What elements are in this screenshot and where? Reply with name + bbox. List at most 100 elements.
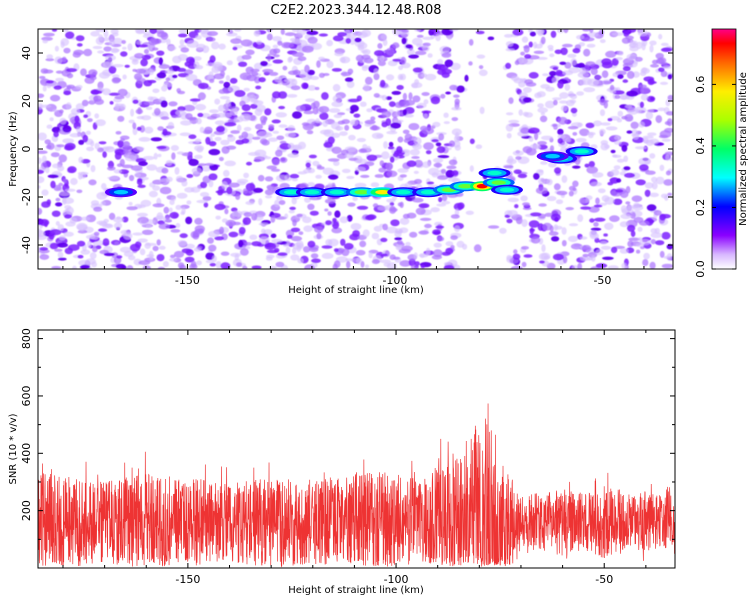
spectrogram-noise-blob [159, 178, 171, 183]
spectrogram-noise-blob [609, 89, 617, 94]
spectrogram-noise-blob [291, 178, 298, 182]
spectrogram-noise-blob [38, 234, 47, 240]
colorbar-tick-label: 0.0 [694, 260, 707, 278]
spectrogram-noise-blob [278, 200, 286, 205]
spectrogram-noise-blob [209, 55, 216, 63]
spectrogram-noise-blob [361, 65, 370, 69]
spectrogram-noise-blob [269, 48, 278, 56]
spectrogram-noise-blob [57, 251, 64, 258]
spectrogram-noise-blob [333, 260, 341, 268]
spectrogram-noise-blob [593, 120, 602, 127]
spectrogram-noise-blob [408, 123, 420, 131]
spectrogram-noise-blob [218, 156, 224, 162]
spectrogram-noise-blob [144, 126, 154, 134]
spectrogram-noise-blob [109, 101, 114, 105]
spectrogram-noise-blob [450, 245, 455, 249]
spectrogram-noise-blob [567, 235, 579, 243]
spectrogram-noise-blob [662, 65, 672, 70]
spectrogram-noise-blob [163, 206, 170, 214]
spectrogram-noise-blob [314, 86, 320, 91]
spectrogram-y-tick-label: -40 [20, 236, 33, 254]
spectrogram-noise-blob [224, 208, 229, 215]
spectrogram-noise-blob [443, 121, 450, 125]
spectrogram-noise-blob [347, 68, 354, 75]
spectrogram-noise-blob [377, 43, 383, 49]
spectrogram-noise-blob [385, 162, 394, 171]
spectrogram-noise-blob [201, 166, 211, 172]
spectrogram-noise-blob [333, 114, 343, 119]
spectrogram-noise-blob [218, 80, 224, 84]
spectrogram-noise-blob [515, 216, 523, 225]
spectrogram-noise-blob [258, 236, 270, 245]
spectrogram-noise-blob [89, 252, 97, 260]
spectrogram-noise-blob [551, 77, 558, 84]
spectrogram-noise-blob [626, 70, 635, 79]
spectrogram-noise-blob [179, 132, 192, 137]
spectrogram-noise-blob [370, 182, 380, 188]
spectrogram-noise-blob [205, 62, 217, 67]
spectrogram-noise-blob [125, 154, 137, 162]
spectrogram-noise-blob [379, 160, 385, 167]
spectrogram-noise-blob [593, 204, 603, 208]
spectrogram-noise-blob [568, 223, 579, 227]
spectrogram-noise-blob [45, 80, 54, 84]
spectrogram-noise-blob [169, 211, 179, 219]
spectrogram-noise-blob [630, 230, 636, 237]
spectrogram-noise-blob [280, 29, 285, 35]
spectrogram-y-tick-label: -20 [20, 188, 33, 206]
spectrogram-noise-blob [557, 134, 566, 139]
spectrogram-noise-blob [308, 154, 317, 159]
spectrogram-noise-blob [390, 122, 401, 129]
spectrogram-noise-blob [646, 95, 656, 103]
spectrogram-noise-blob [359, 101, 367, 107]
spectrogram-noise-blob [402, 213, 410, 219]
spectrogram-noise-blob [380, 34, 387, 40]
spectrogram-noise-blob [576, 34, 585, 40]
spectrogram-noise-blob [377, 205, 389, 211]
spectrogram-noise-blob [97, 81, 104, 90]
spectrogram-noise-blob [402, 92, 407, 101]
spectrogram-noise-blob [454, 135, 460, 143]
spectrogram-noise-blob [322, 120, 329, 127]
spectrogram-noise-blob [157, 266, 166, 269]
spectrogram-noise-blob [619, 248, 629, 254]
spectrogram-noise-blob [65, 31, 75, 39]
spectrogram-noise-blob [38, 228, 43, 236]
spectrogram-noise-blob [517, 173, 528, 179]
spectrogram-noise-blob [637, 226, 643, 232]
spectrogram-noise-blob [626, 53, 637, 61]
colorbar-tick-label: 0.4 [694, 137, 707, 155]
spectrogram-noise-blob [323, 129, 335, 137]
spectrogram-noise-blob [624, 104, 633, 109]
spectrogram-noise-blob [103, 252, 115, 257]
spectrogram-noise-blob [261, 228, 266, 234]
spectrogram-noise-blob [557, 81, 564, 89]
spectrogram-noise-blob [207, 31, 218, 37]
spectrogram-feature-core [329, 190, 345, 195]
spectrogram-feature-core [545, 154, 560, 159]
spectrogram-noise-blob [425, 247, 431, 256]
spectrogram-noise-blob [394, 237, 403, 241]
spectrogram-noise-blob [93, 206, 103, 212]
spectrogram-noise-blob [559, 92, 569, 99]
spectrogram-noise-blob [468, 61, 473, 66]
spectrogram-noise-blob [291, 197, 297, 205]
spectrogram-noise-blob [637, 29, 648, 37]
spectrogram-noise-blob [327, 136, 335, 145]
spectrogram-noise-blob [242, 188, 249, 194]
spectrogram-noise-blob [418, 230, 430, 235]
spectrogram-noise-blob [253, 30, 261, 37]
spectrogram-noise-blob [552, 66, 559, 71]
spectrogram-noise-blob [275, 261, 285, 268]
spectrogram-noise-blob [643, 76, 655, 82]
spectrogram-noise-blob [128, 119, 135, 124]
spectrogram-feature-core [499, 187, 515, 192]
spectrogram-noise-blob [373, 93, 380, 98]
spectrogram-noise-blob [390, 219, 400, 227]
spectrogram-noise-blob [649, 153, 656, 159]
spectrogram-noise-blob [620, 92, 628, 100]
spectrogram-noise-blob [248, 94, 257, 101]
spectrogram-noise-blob [349, 37, 356, 45]
spectrogram-noise-blob [621, 144, 628, 152]
spectrogram-noise-blob [68, 244, 80, 251]
